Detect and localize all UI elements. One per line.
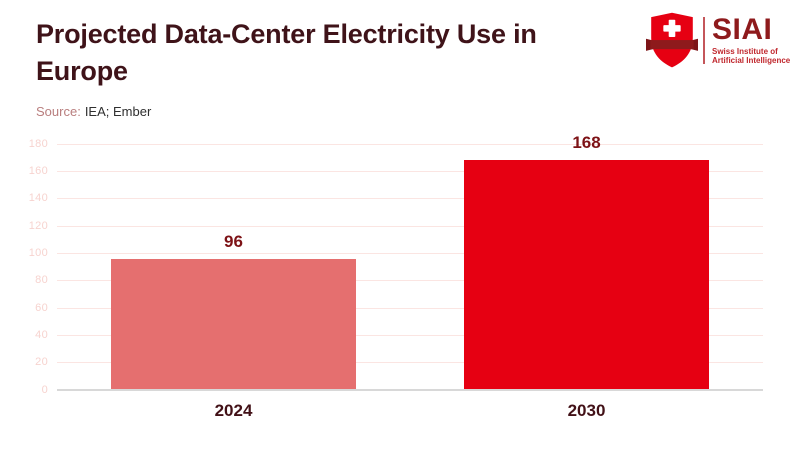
x-category-label-2030: 2030 bbox=[567, 401, 606, 420]
gridline-20 bbox=[57, 362, 763, 364]
gridline-100 bbox=[57, 252, 763, 254]
y-tick-label-0: 0 bbox=[41, 383, 48, 396]
x-category-label-2024: 2024 bbox=[214, 401, 253, 420]
logo-subtitle: Swiss Institute of Artificial Intelligenc… bbox=[712, 47, 790, 65]
siai-logo: SIAI Swiss Institute of Artificial Intell… bbox=[646, 11, 790, 70]
y-tick-label-80: 80 bbox=[35, 274, 48, 287]
gridline-60 bbox=[57, 307, 763, 309]
plot-area: 96 168 bbox=[57, 133, 763, 390]
y-tick-label-100: 100 bbox=[28, 246, 48, 259]
bar-2024 bbox=[111, 258, 356, 390]
logo-subtitle-line1: Swiss Institute of bbox=[712, 47, 778, 56]
y-tick-label-160: 160 bbox=[28, 164, 48, 177]
value-label-2024: 96 bbox=[224, 231, 243, 251]
y-tick-labels: 0 20 40 60 80 100 120 140 160 180 bbox=[0, 138, 48, 396]
y-tick-label-60: 60 bbox=[35, 301, 48, 314]
page-title: Projected Data-Center Electricity Use in… bbox=[36, 16, 696, 90]
gridline-40 bbox=[57, 334, 763, 336]
y-tick-label-20: 20 bbox=[35, 356, 48, 369]
x-axis-labels: 2024 2030 bbox=[57, 390, 763, 430]
value-label-2030: 168 bbox=[572, 133, 601, 153]
page-title-line2: Europe bbox=[36, 56, 128, 86]
swiss-shield-icon bbox=[646, 12, 698, 68]
logo-subtitle-line2: Artificial Intelligence bbox=[712, 56, 791, 65]
page-title-line1: Projected Data-Center Electricity Use in bbox=[36, 19, 537, 49]
logo-divider bbox=[703, 17, 705, 64]
logo-acronym: SIAI bbox=[712, 13, 773, 46]
gridline-140 bbox=[57, 198, 763, 200]
logo-text: SIAI Swiss Institute of Artificial Intell… bbox=[712, 13, 790, 66]
y-tick-label-180: 180 bbox=[28, 137, 48, 150]
source-line: Source: IEA; Ember bbox=[36, 104, 151, 119]
gridline-160 bbox=[57, 170, 763, 172]
gridline-180 bbox=[57, 143, 763, 145]
y-tick-label-140: 140 bbox=[28, 192, 48, 205]
source-label: Source: bbox=[36, 104, 81, 119]
x-axis-line bbox=[57, 389, 763, 391]
y-tick-label-40: 40 bbox=[35, 328, 48, 341]
bar-2030 bbox=[464, 160, 709, 390]
y-tick-label-120: 120 bbox=[28, 219, 48, 232]
gridline-80 bbox=[57, 280, 763, 282]
gridline-120 bbox=[57, 225, 763, 227]
source-value: IEA; Ember bbox=[84, 104, 152, 119]
